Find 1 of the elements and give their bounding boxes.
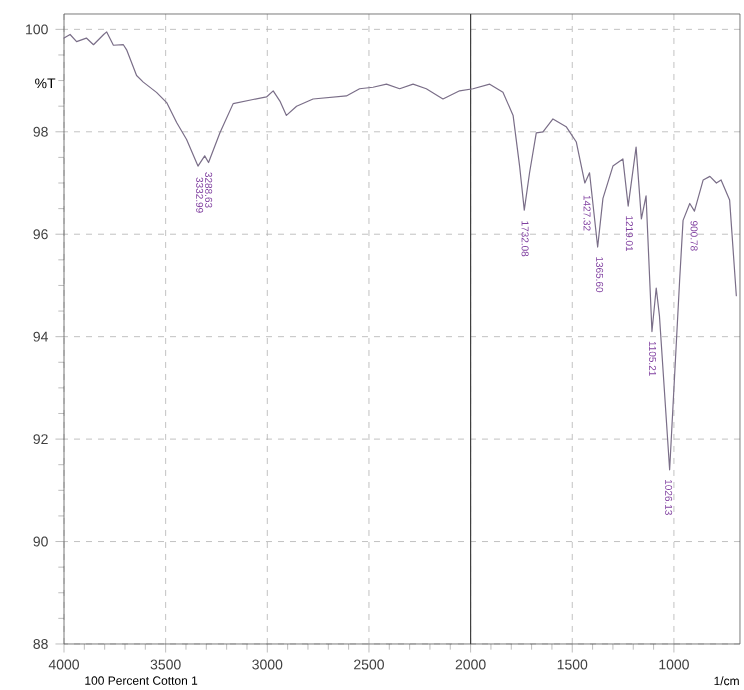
line-series	[63, 31, 737, 471]
